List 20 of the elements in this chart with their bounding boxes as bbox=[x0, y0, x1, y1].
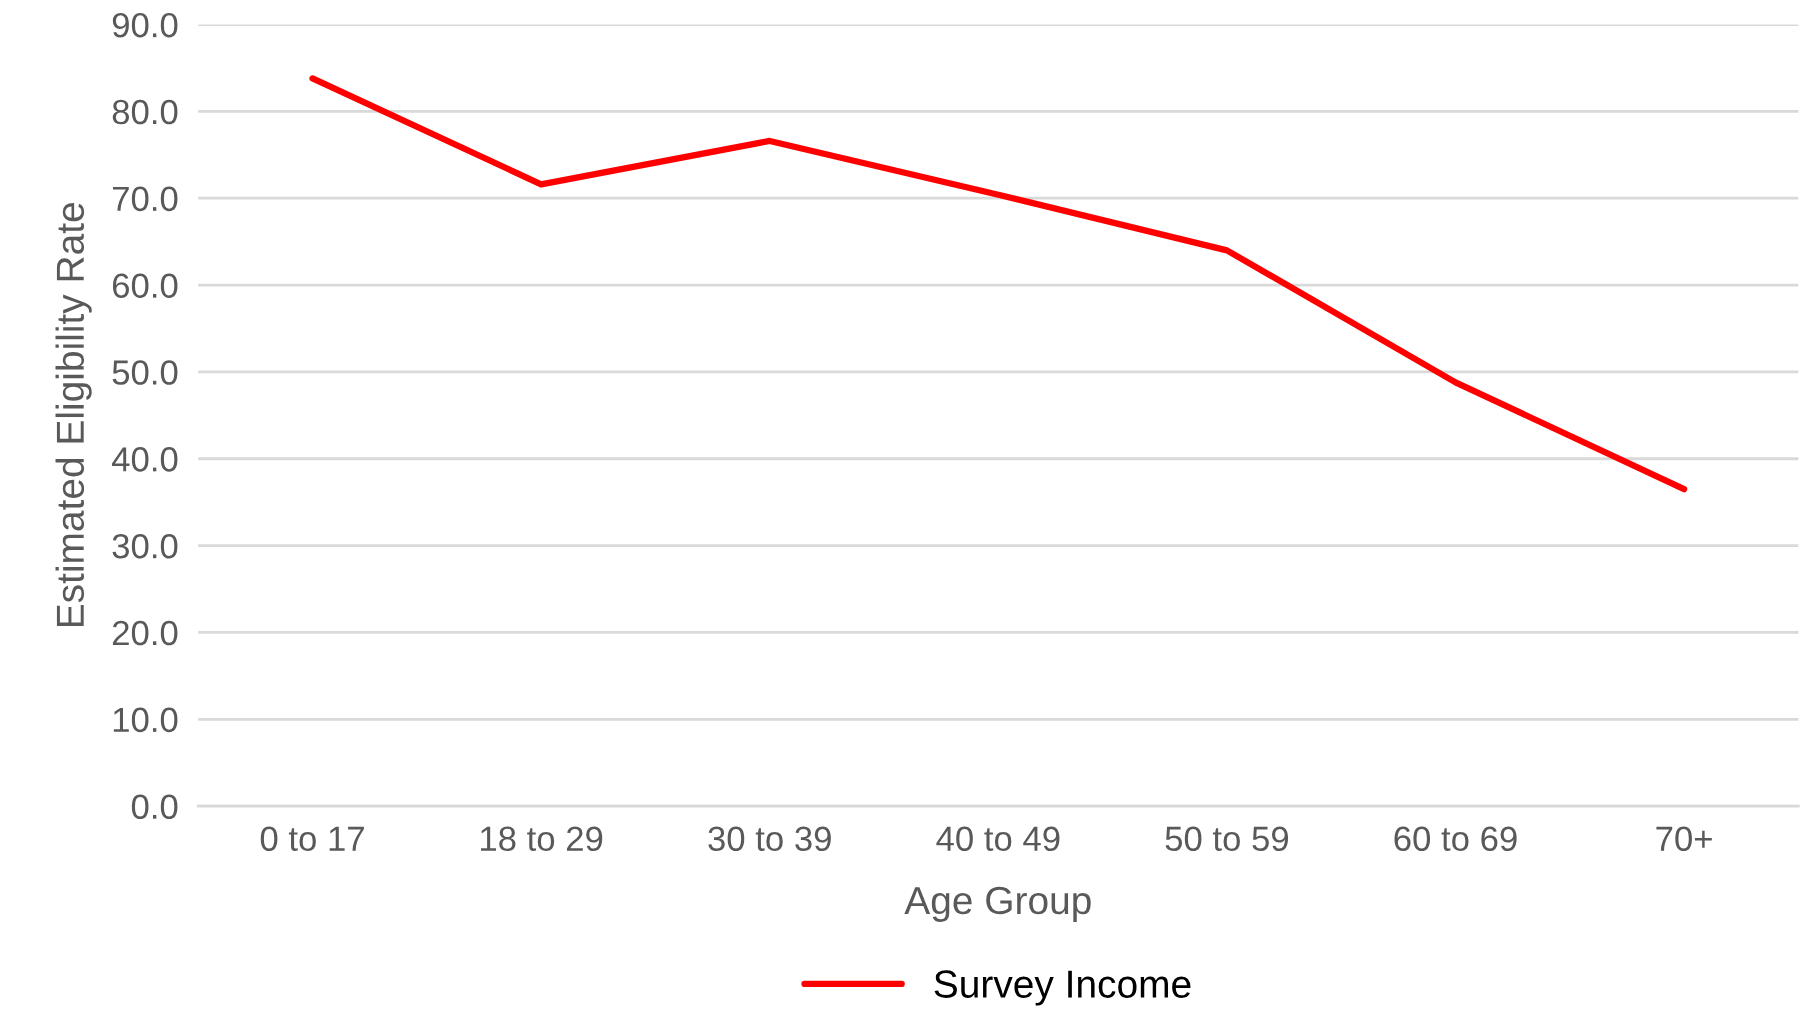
y-axis-title: Estimated Eligibility Rate bbox=[55, 203, 92, 627]
y-tick-label: 40.0 bbox=[112, 447, 178, 472]
y-tick-label: 50.0 bbox=[112, 360, 178, 385]
y-tick-label: 60.0 bbox=[112, 273, 178, 298]
x-tick-label: 50 to 59 bbox=[1165, 826, 1289, 852]
x-tick-label: 60 to 69 bbox=[1394, 826, 1517, 852]
x-tick-label: 0 to 17 bbox=[260, 826, 364, 852]
legend-label: Survey Income bbox=[934, 970, 1191, 1006]
x-tick-label: 30 to 39 bbox=[708, 826, 831, 852]
y-tick-label: 80.0 bbox=[112, 99, 178, 125]
x-tick-label: 70+ bbox=[1656, 826, 1712, 852]
x-tick-label: 40 to 49 bbox=[936, 826, 1060, 852]
y-tick-label: 10.0 bbox=[113, 707, 178, 733]
x-axis-title: Age Group bbox=[904, 886, 1091, 922]
y-tick-label: 20.0 bbox=[112, 620, 178, 646]
x-tick-label: 18 to 29 bbox=[481, 826, 603, 852]
y-tick-label: 90.0 bbox=[112, 12, 178, 38]
y-tick-label: 70.0 bbox=[112, 186, 178, 212]
y-tick-label: 0.0 bbox=[131, 794, 178, 820]
y-tick-label: 30.0 bbox=[112, 533, 178, 559]
